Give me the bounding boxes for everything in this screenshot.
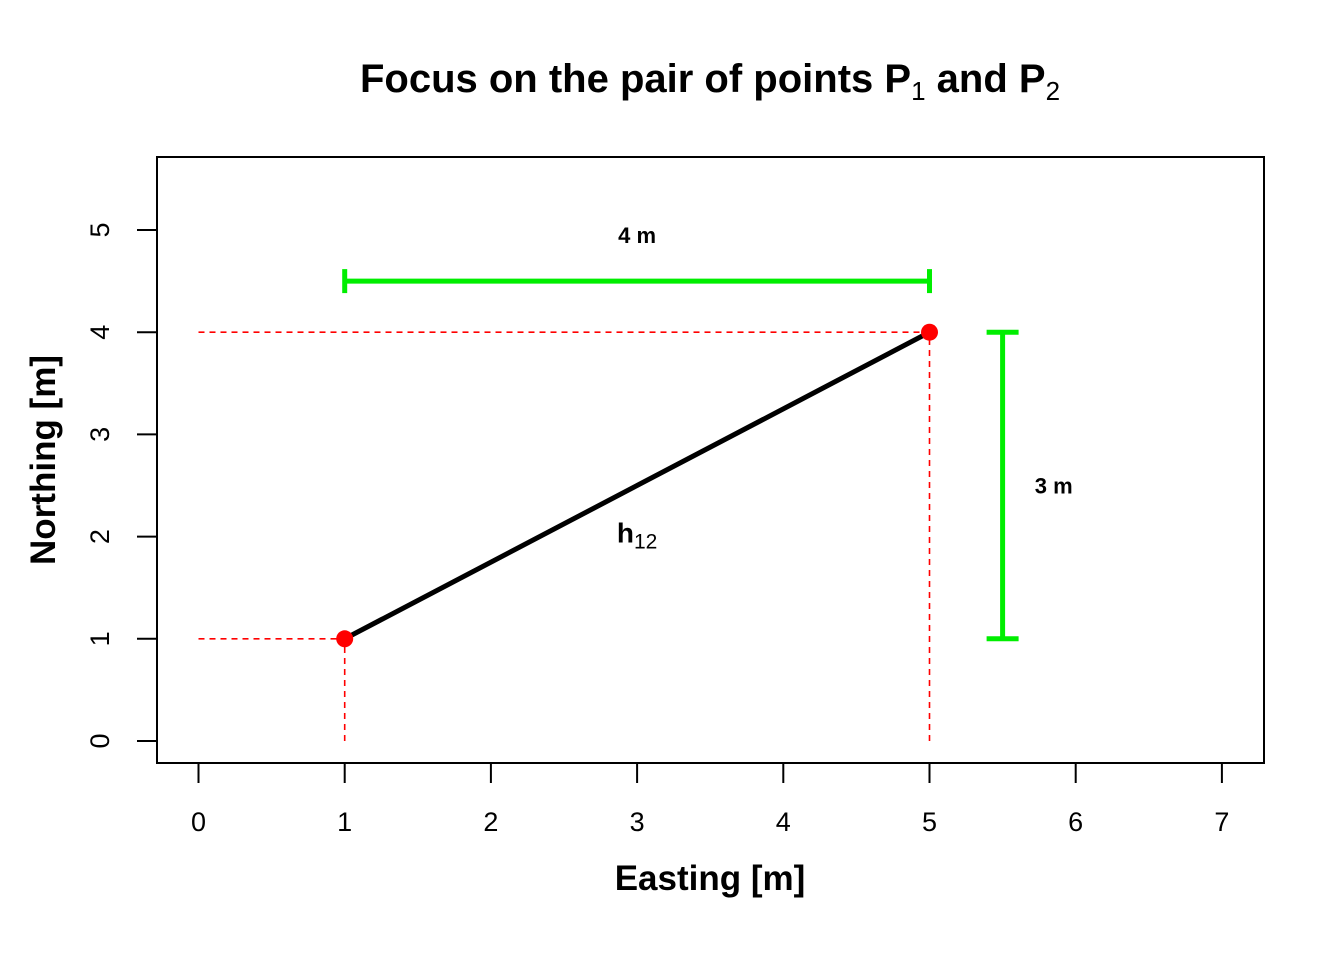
x-tick-label: 4 xyxy=(776,807,791,837)
title-prefix: Focus on the pair of points P xyxy=(360,57,911,101)
segment-h12 xyxy=(343,329,931,642)
annotations: 4 m 3 m h12 xyxy=(617,223,1073,553)
x-tick-label: 2 xyxy=(483,807,498,837)
points-layer xyxy=(336,323,938,648)
guide-lines xyxy=(198,331,931,741)
segment-layer xyxy=(343,329,931,642)
point-p2 xyxy=(921,323,938,341)
x-axis-label: Easting [m] xyxy=(615,859,806,898)
horizontal-distance-label: 4 m xyxy=(618,223,656,248)
segment-label-main: h xyxy=(617,518,634,549)
y-axis-label: Northing [m] xyxy=(24,355,63,565)
x-tick-label: 7 xyxy=(1214,807,1229,837)
chart-title: Focus on the pair of points P1 and P2 xyxy=(360,57,1060,106)
y-tick-label: 0 xyxy=(85,733,115,748)
distance-bars xyxy=(342,269,1019,642)
x-tick-label: 0 xyxy=(191,807,206,837)
x-axis: 0 1 2 3 4 5 6 7 xyxy=(191,762,1229,837)
plot-frame xyxy=(156,156,1265,764)
y-tick-label: 5 xyxy=(85,222,115,237)
x-tick-label: 6 xyxy=(1068,807,1083,837)
y-tick-label: 3 xyxy=(85,427,115,442)
x-tick-label: 3 xyxy=(630,807,645,837)
x-tick-label: 1 xyxy=(337,807,352,837)
point-p1 xyxy=(336,630,354,648)
y-tick-label: 2 xyxy=(85,529,115,544)
segment-label: h12 xyxy=(617,518,657,554)
segment-label-sub: 12 xyxy=(634,531,657,554)
title-middle: and P xyxy=(926,57,1046,101)
title-subscript-1: 1 xyxy=(911,76,925,106)
vertical-distance-label: 3 m xyxy=(1035,474,1073,499)
title-subscript-2: 2 xyxy=(1046,76,1060,106)
y-axis: 0 1 2 3 4 5 xyxy=(85,222,158,749)
y-tick-label: 4 xyxy=(85,325,115,340)
x-tick-label: 5 xyxy=(922,807,937,837)
y-tick-label: 1 xyxy=(85,631,115,646)
